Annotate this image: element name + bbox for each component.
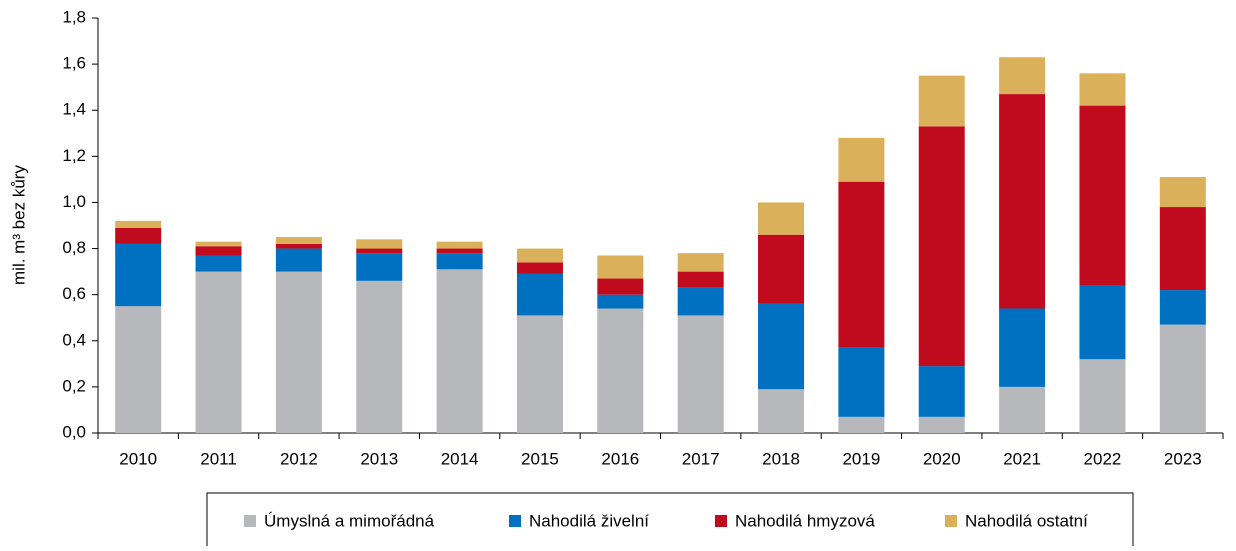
y-tick-label: 0,2 bbox=[62, 376, 86, 395]
x-tick-label: 2012 bbox=[280, 449, 318, 468]
y-tick-label: 0,8 bbox=[62, 238, 86, 257]
bar-segment bbox=[356, 248, 403, 254]
bar-segment bbox=[1079, 285, 1126, 360]
bar-segment bbox=[838, 416, 885, 433]
x-tick-label: 2016 bbox=[601, 449, 639, 468]
bar-segment bbox=[436, 269, 483, 433]
legend-swatch bbox=[244, 515, 256, 527]
bar-segment bbox=[436, 248, 483, 254]
bar-segment bbox=[275, 248, 322, 272]
legend-label: Nahodilá živelní bbox=[529, 511, 649, 530]
y-axis-label: mil. m³ bez kůry bbox=[9, 165, 28, 285]
bar-segment bbox=[115, 243, 162, 307]
bar-segment bbox=[356, 239, 403, 249]
bar-segment bbox=[195, 246, 242, 256]
x-tick-label: 2010 bbox=[119, 449, 157, 468]
bar-segment bbox=[677, 253, 724, 272]
y-tick-label: 0,6 bbox=[62, 284, 86, 303]
bar-segment bbox=[918, 126, 965, 367]
y-tick-label: 1,4 bbox=[62, 100, 86, 119]
y-tick-label: 1,0 bbox=[62, 192, 86, 211]
legend-label: Úmyslná a mimořádná bbox=[264, 511, 435, 530]
bar-segment bbox=[115, 306, 162, 433]
x-tick-label: 2011 bbox=[200, 449, 237, 468]
bar-segment bbox=[1159, 177, 1206, 208]
x-tick-label: 2023 bbox=[1164, 449, 1202, 468]
legend-swatch bbox=[509, 515, 521, 527]
bar-segment bbox=[1159, 207, 1206, 291]
y-tick-label: 1,2 bbox=[62, 146, 86, 165]
bar-segment bbox=[677, 271, 724, 288]
x-tick-label: 2015 bbox=[521, 449, 559, 468]
bar-segment bbox=[436, 253, 483, 270]
bar-segment bbox=[516, 273, 563, 316]
bar-segment bbox=[758, 202, 805, 235]
y-tick-label: 0,4 bbox=[62, 330, 86, 349]
bar-segment bbox=[999, 386, 1046, 433]
bar-segment bbox=[1079, 105, 1126, 286]
bar-segment bbox=[195, 241, 242, 247]
x-tick-label: 2022 bbox=[1084, 449, 1122, 468]
bar-segment bbox=[516, 262, 563, 274]
bar-segment bbox=[758, 303, 805, 390]
legend-box bbox=[206, 492, 1134, 551]
bar-segment bbox=[1079, 73, 1126, 106]
bar-segment bbox=[918, 75, 965, 127]
legend-label: Nahodilá hmyzová bbox=[735, 511, 875, 530]
x-tick-label: 2017 bbox=[682, 449, 720, 468]
bar-segment bbox=[516, 315, 563, 433]
x-tick-label: 2018 bbox=[762, 449, 800, 468]
bar-segment bbox=[838, 347, 885, 417]
bar-segment bbox=[597, 308, 644, 433]
bar-segment bbox=[356, 280, 403, 433]
bar-segment bbox=[677, 287, 724, 316]
bar-segment bbox=[999, 57, 1046, 95]
bar-segment bbox=[275, 271, 322, 433]
y-tick-label: 1,6 bbox=[62, 54, 86, 73]
bar-segment bbox=[918, 366, 965, 417]
bar-segment bbox=[918, 416, 965, 433]
bar-segment bbox=[356, 253, 403, 281]
x-tick-label: 2014 bbox=[441, 449, 479, 468]
bar-segment bbox=[1079, 359, 1126, 433]
legend-label: Nahodilá ostatní bbox=[965, 511, 1088, 530]
legend-swatch bbox=[715, 515, 727, 527]
bar-segment bbox=[838, 137, 885, 182]
bar-segment bbox=[1159, 290, 1206, 325]
y-tick-label: 0,0 bbox=[62, 422, 86, 441]
bar-segment bbox=[758, 389, 805, 433]
x-tick-label: 2021 bbox=[1003, 449, 1041, 468]
bar-segment bbox=[758, 234, 805, 304]
bar-segment bbox=[115, 227, 162, 244]
bar-segment bbox=[195, 271, 242, 433]
bar-segment bbox=[275, 237, 322, 244]
bar-segment bbox=[999, 308, 1046, 387]
bar-segment bbox=[677, 315, 724, 433]
bar-segment bbox=[597, 278, 644, 295]
bar-segment bbox=[597, 255, 644, 279]
x-tick-label: 2020 bbox=[923, 449, 961, 468]
x-tick-label: 2019 bbox=[842, 449, 880, 468]
bar-segment bbox=[115, 220, 162, 228]
x-tick-label: 2013 bbox=[360, 449, 398, 468]
bar-segment bbox=[999, 94, 1046, 309]
y-tick-label: 1,8 bbox=[62, 7, 86, 26]
legend-swatch bbox=[945, 515, 957, 527]
bar-segment bbox=[597, 294, 644, 309]
bar-segment bbox=[275, 243, 322, 249]
bar-segment bbox=[516, 248, 563, 263]
bar-segment bbox=[436, 241, 483, 249]
bar-segment bbox=[1159, 324, 1206, 433]
bar-segment bbox=[195, 255, 242, 272]
bar-segment bbox=[838, 181, 885, 348]
